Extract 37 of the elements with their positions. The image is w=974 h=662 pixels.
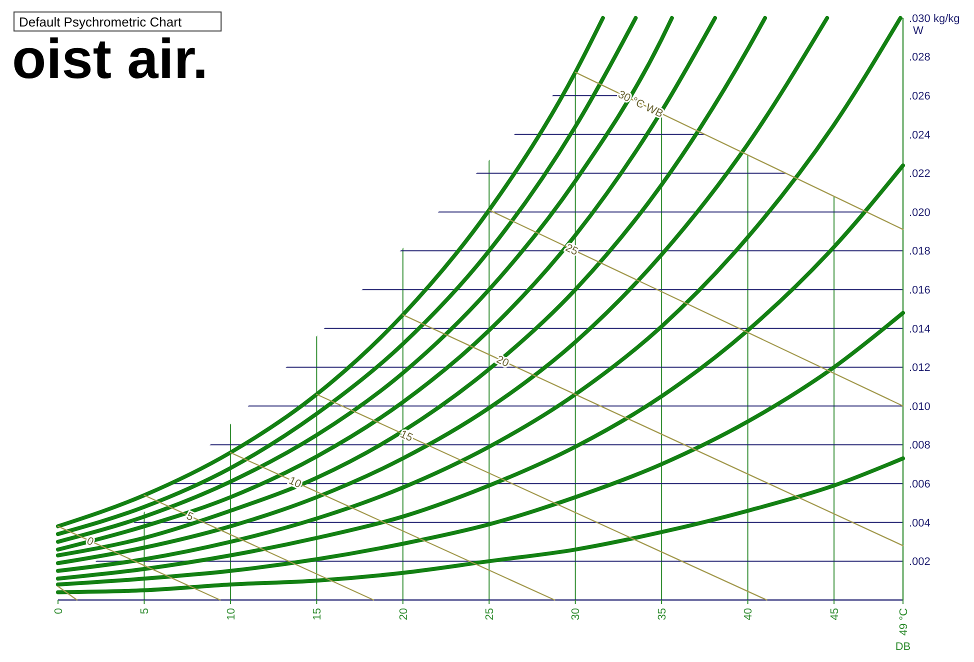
text: 10 <box>286 474 303 491</box>
text: 5 <box>184 510 196 524</box>
text: 15 <box>398 428 414 444</box>
x-tick-label: 0 <box>52 608 65 614</box>
y-tick-label: .004 <box>909 517 930 530</box>
x-tick-label: 10 <box>225 608 238 620</box>
y-axis-title: W <box>913 24 924 37</box>
y-tick-label: .028 <box>909 52 930 64</box>
x-tick-label: 45 <box>828 608 841 620</box>
y-tick-label: .022 <box>909 168 930 180</box>
y-tick-label: .002 <box>909 556 930 568</box>
x-tick-label: 49 °C <box>898 608 910 636</box>
text: 30 °C WB <box>616 88 665 120</box>
y-tick-label: .024 <box>909 129 930 142</box>
text: 20 <box>494 354 511 370</box>
x-tick-label: 5 <box>139 608 152 614</box>
y-tick-label: .018 <box>909 246 930 258</box>
line-series <box>56 456 905 594</box>
y-tick-label: .020 <box>909 206 930 219</box>
x-tick-label: 30 <box>570 608 582 620</box>
text: 0 <box>84 535 96 549</box>
x-tick-label: 15 <box>312 608 324 620</box>
y-tick-label: .010 <box>909 400 930 413</box>
y-tick-label: .026 <box>909 90 930 102</box>
x-tick-label: 35 <box>656 608 668 620</box>
y-tick-label: .012 <box>909 362 930 374</box>
y-tick-label: .016 <box>909 284 930 296</box>
y-tick-label: .008 <box>909 440 930 452</box>
x-tick-label: 25 <box>484 608 496 620</box>
text: 25 <box>563 242 580 258</box>
x-axis-title: DB <box>895 641 911 653</box>
annotation: Default Psychrometric Chart <box>19 14 182 30</box>
y-tick-label: .030 kg/kg <box>909 12 960 25</box>
y-tick-label: .006 <box>909 478 930 490</box>
x-tick-label: 40 <box>742 608 755 620</box>
y-tick-label: .014 <box>909 323 930 336</box>
x-tick-label: 20 <box>398 608 410 620</box>
